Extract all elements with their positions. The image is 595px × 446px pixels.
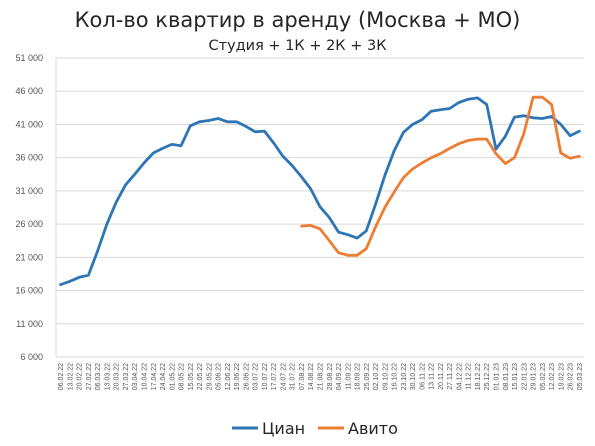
- x-tick-label: 26.02.23: [568, 363, 575, 390]
- x-tick-label: 20.03.22: [114, 363, 121, 390]
- x-tick-label: 11.12.22: [466, 363, 473, 390]
- x-tick-label: 08.05.22: [179, 363, 186, 390]
- x-tick-label: 18.09.22: [355, 363, 362, 390]
- x-tick-label: 05.06.22: [216, 363, 223, 390]
- y-tick-label: 41 000: [15, 119, 43, 129]
- y-tick-label: 31 000: [15, 186, 43, 196]
- x-tick-label: 10.07.22: [262, 363, 269, 390]
- x-tick-label: 01.01.23: [494, 363, 501, 390]
- y-tick-label: 36 000: [15, 153, 43, 163]
- x-tick-label: 12.02.23: [549, 363, 556, 390]
- y-tick-label: 26 000: [15, 219, 43, 229]
- x-tick-label: 19.06.22: [234, 363, 241, 390]
- y-tick-label: 21 000: [15, 252, 43, 262]
- x-tick-label: 24.07.22: [280, 363, 287, 390]
- y-axis-ticks: 6 000 11 000 16 000 21 000 26 000 31 000 36 00…: [15, 53, 43, 362]
- x-tick-label: 30.10.22: [410, 363, 417, 390]
- y-tick-label: 11 000: [16, 319, 43, 329]
- x-tick-label: 13.03.22: [104, 363, 111, 390]
- x-tick-label: 22.05.22: [197, 363, 204, 390]
- x-tick-label: 28.08.22: [327, 363, 334, 390]
- x-tick-label: 01.05.22: [169, 363, 176, 390]
- x-tick-label: 05.02.23: [540, 363, 547, 390]
- x-tick-label: 21.08.22: [318, 363, 325, 390]
- x-tick-label: 26.06.22: [243, 363, 250, 390]
- x-tick-label: 20.02.22: [77, 363, 84, 390]
- x-tick-label: 06.02.22: [58, 363, 65, 390]
- x-tick-label: 27.02.22: [86, 363, 93, 390]
- series-lines: [59, 95, 581, 286]
- series-line-0: [59, 96, 581, 286]
- y-tick-label: 16 000: [15, 286, 43, 296]
- x-tick-label: 25.12.22: [484, 363, 491, 390]
- x-tick-label: 15.05.22: [188, 363, 195, 390]
- x-tick-label: 17.07.22: [271, 363, 278, 390]
- x-tick-label: 25.09.22: [364, 363, 371, 390]
- x-tick-label: 29.05.22: [206, 363, 213, 390]
- x-tick-label: 23.10.22: [401, 363, 408, 390]
- x-tick-label: 24.04.22: [160, 363, 167, 390]
- x-tick-label: 13.11.22: [429, 363, 436, 390]
- x-tick-label: 17.04.22: [151, 363, 158, 390]
- x-tick-label: 14.08.22: [308, 363, 315, 390]
- x-tick-label: 04.12.22: [456, 363, 463, 390]
- x-tick-label: 19.02.23: [558, 363, 565, 390]
- x-axis-ticks: 06.02.22 13.02.22 20.02.22 27.02.22 06.03.22…: [58, 363, 584, 390]
- x-tick-label: 08.01.23: [503, 363, 510, 390]
- gridlines: [55, 57, 584, 358]
- series-line-1: [300, 95, 581, 257]
- x-tick-label: 11.09.22: [345, 363, 352, 390]
- x-tick-label: 03.04.22: [132, 363, 139, 390]
- legend: Циан Авито: [232, 419, 398, 438]
- x-tick-label: 13.02.22: [67, 363, 74, 390]
- x-tick-label: 06.11.22: [419, 363, 426, 390]
- x-tick-label: 06.03.22: [95, 363, 102, 390]
- x-tick-label: 09.10.22: [382, 363, 389, 390]
- x-tick-label: 07.08.22: [299, 363, 306, 390]
- x-tick-label: 10.04.22: [142, 363, 149, 390]
- x-tick-label: 16.10.22: [392, 363, 399, 390]
- x-tick-label: 22.01.23: [521, 363, 528, 390]
- y-tick-label: 6 000: [20, 352, 43, 362]
- x-tick-label: 15.01.23: [512, 363, 519, 390]
- x-tick-label: 31.07.22: [290, 363, 297, 390]
- x-tick-label: 03.07.22: [253, 363, 260, 390]
- x-tick-label: 18.12.22: [475, 363, 482, 390]
- legend-label: Авито: [348, 419, 398, 438]
- x-tick-label: 12.06.22: [225, 363, 232, 390]
- x-tick-label: 04.09.22: [336, 363, 343, 390]
- legend-label: Циан: [262, 419, 305, 438]
- x-tick-label: 29.01.23: [531, 363, 538, 390]
- x-tick-label: 27.03.22: [123, 363, 130, 390]
- x-tick-label: 02.10.22: [373, 363, 380, 390]
- y-tick-label: 51 000: [15, 53, 43, 63]
- x-tick-label: 20.11.22: [438, 363, 445, 390]
- chart-title: Кол-во квартир в аренду (Москва + МО): [74, 8, 521, 32]
- x-tick-label: 05.03.23: [577, 363, 584, 390]
- chart-subtitle: Студия + 1К + 2К + 3К: [208, 38, 387, 54]
- x-tick-label: 27.11.22: [447, 363, 454, 390]
- y-tick-label: 46 000: [15, 86, 43, 96]
